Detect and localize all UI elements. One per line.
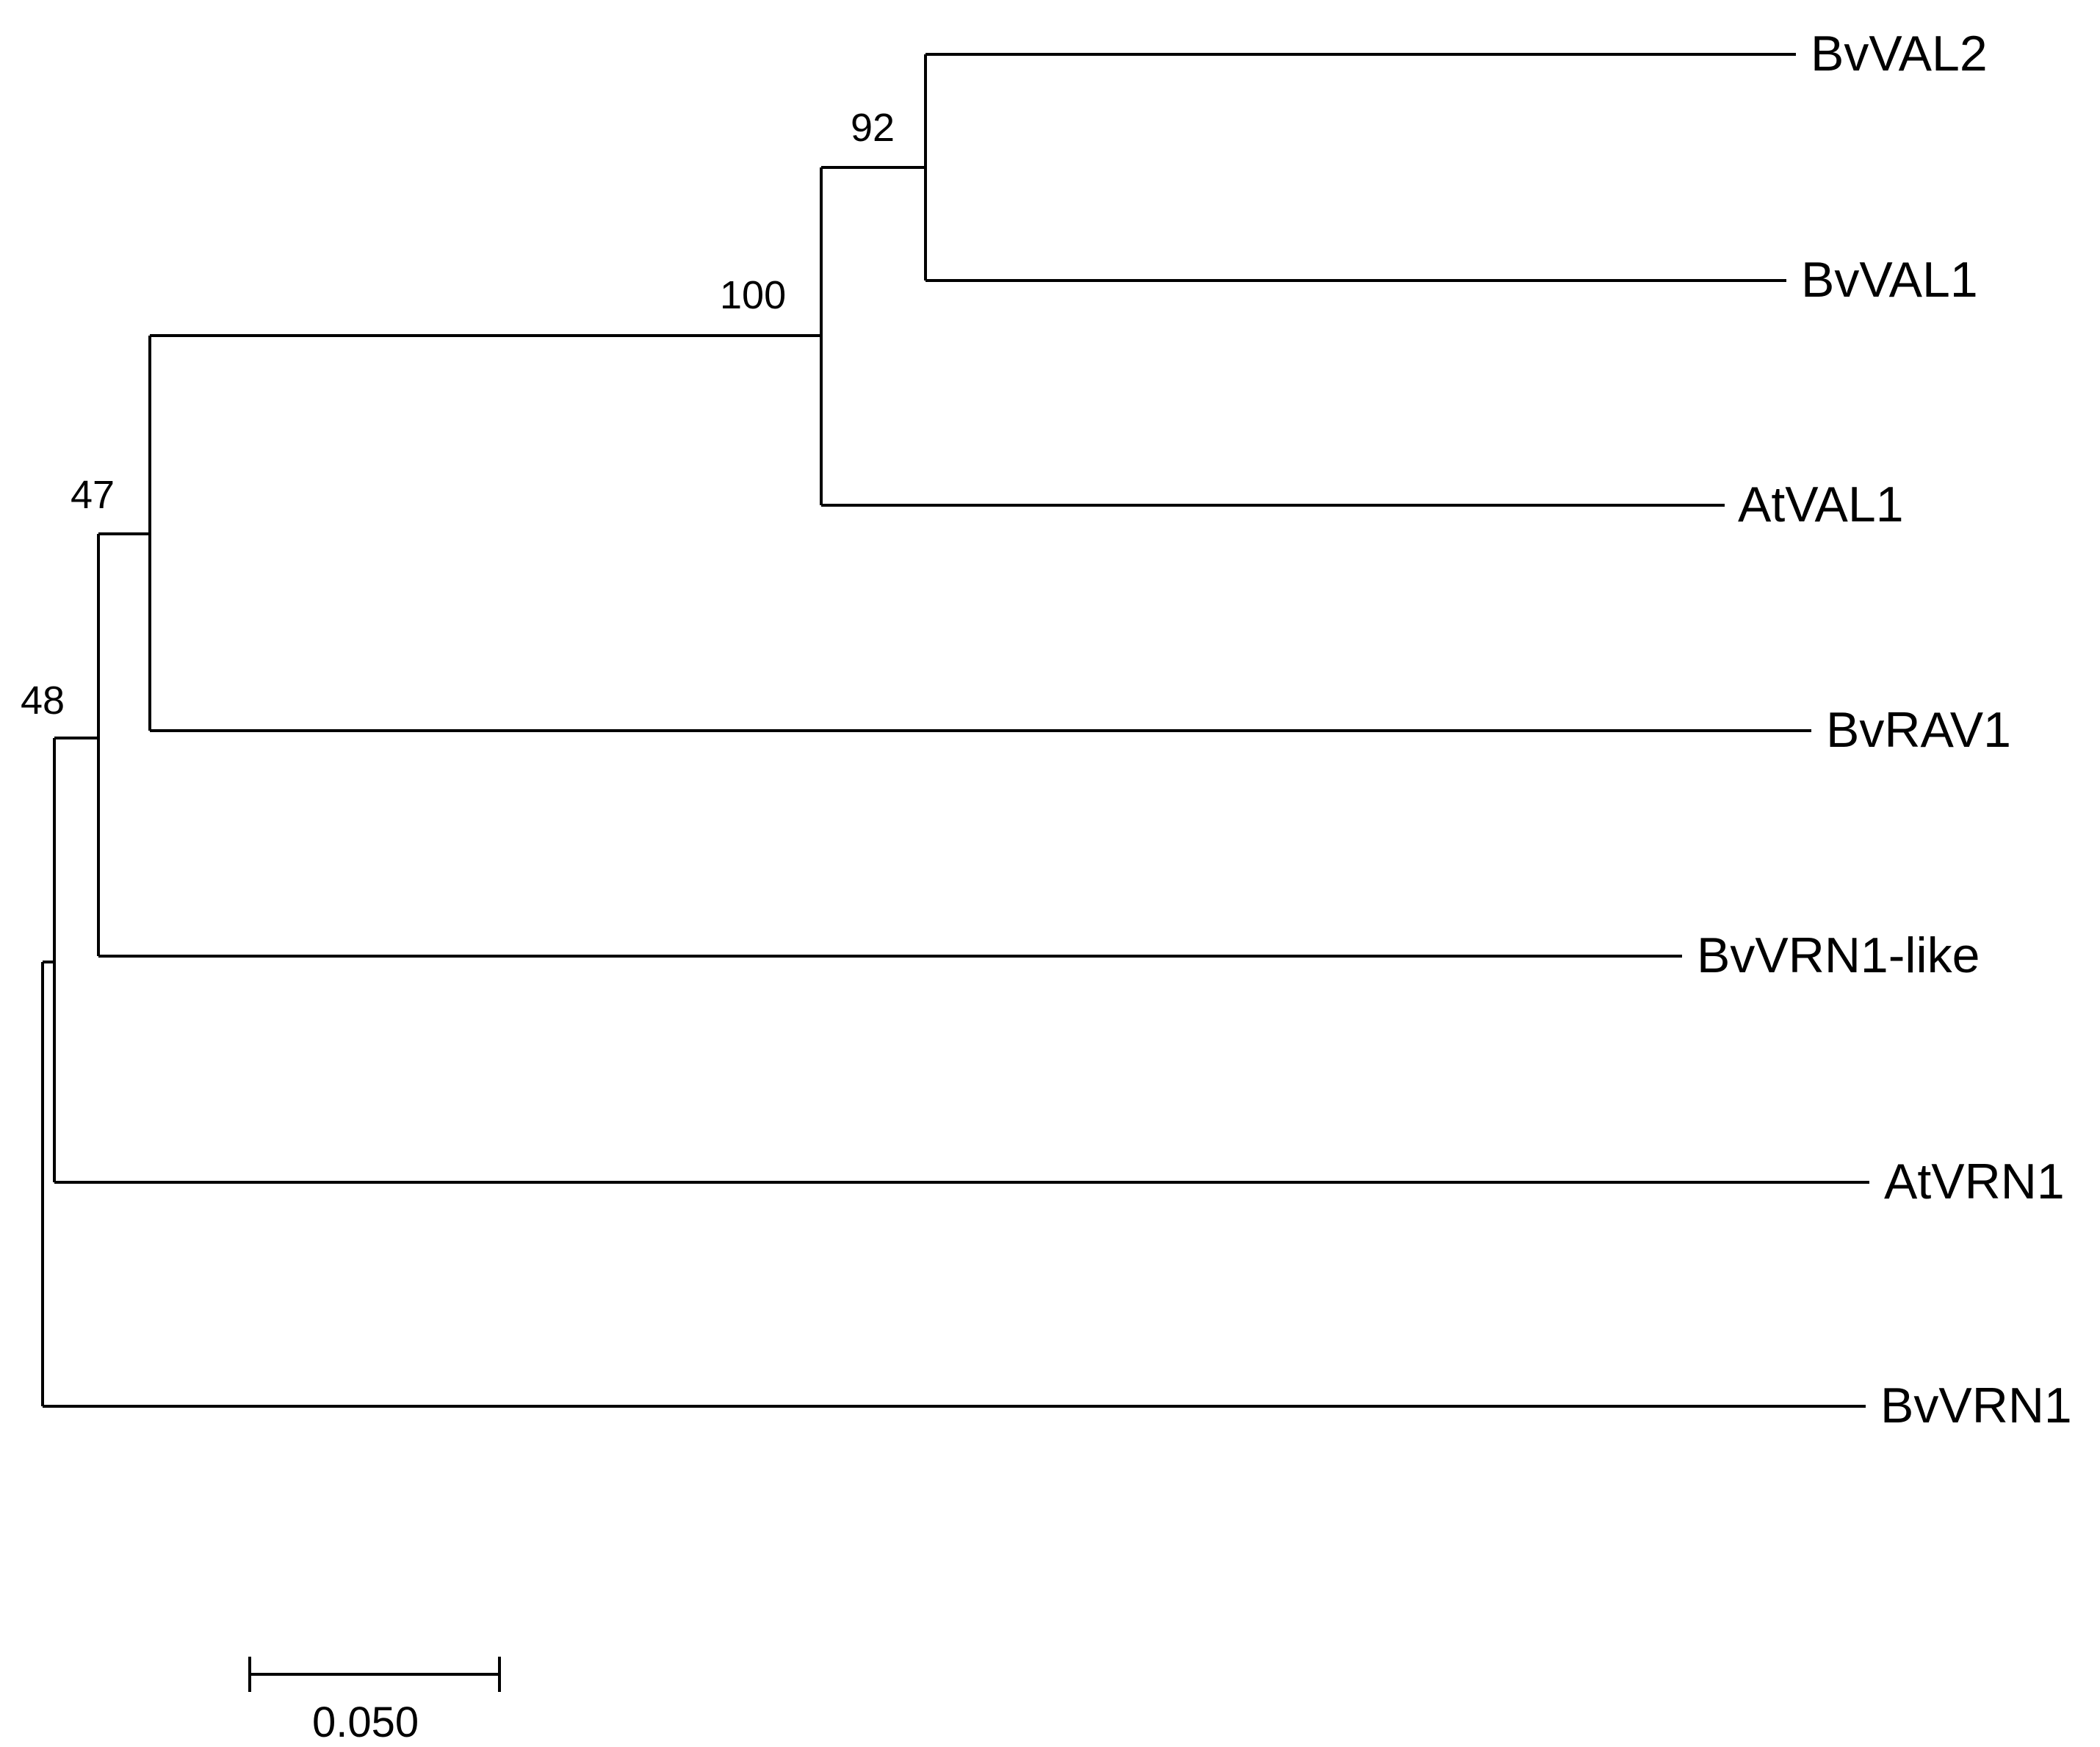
taxon-label-atval1: AtVAL1	[1738, 477, 1904, 532]
taxon-label-bvrav1: BvRAV1	[1826, 702, 2011, 758]
taxon-labels: BvVAL2 BvVAL1 AtVAL1 BvRAV1 BvVRN1-like …	[1697, 26, 2072, 1433]
taxon-label-bvval2: BvVAL2	[1811, 26, 1988, 82]
support-value-node100: 100	[720, 273, 786, 317]
support-value-node92: 92	[851, 106, 895, 150]
taxon-label-bvvrn1: BvVRN1	[1880, 1378, 2072, 1433]
scale-bar: 0.050	[248, 1657, 501, 1746]
support-value-node48: 48	[21, 679, 65, 723]
support-values: 92 100 47 48	[21, 106, 895, 723]
taxon-label-bvvrn1-like: BvVRN1-like	[1697, 927, 1980, 983]
scale-bar-label: 0.050	[312, 1699, 419, 1746]
taxon-label-atvrn1: AtVRN1	[1884, 1154, 2065, 1209]
support-value-node47: 47	[71, 473, 115, 517]
taxon-label-bvval1: BvVAL1	[1801, 252, 1978, 308]
tree-branches	[41, 53, 1869, 1408]
